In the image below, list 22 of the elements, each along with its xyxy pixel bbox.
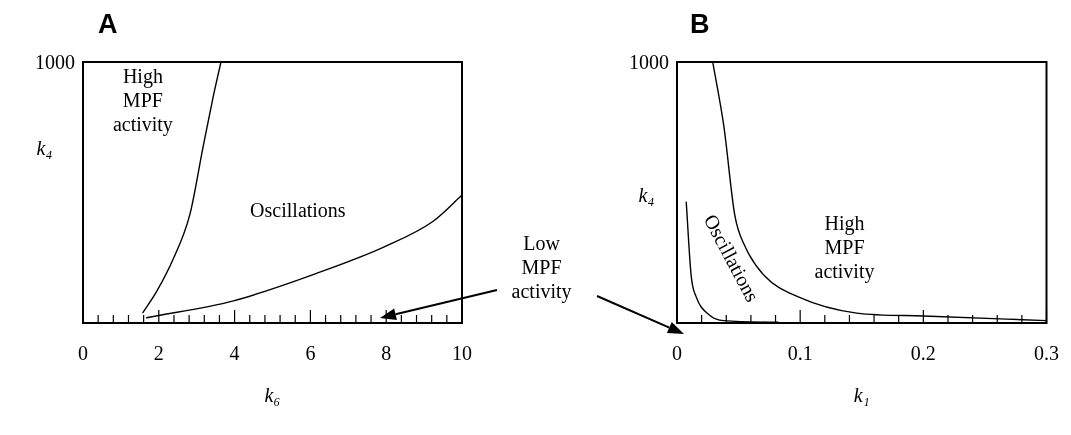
x-axis-title: k₁ — [853, 384, 870, 407]
x-tick-label: 0.1 — [787, 342, 813, 365]
x-tick-label: 0.2 — [910, 342, 936, 365]
x-tick-label: 4 — [229, 342, 240, 365]
chart-title: B — [690, 9, 710, 39]
x-tick-label: 10 — [452, 342, 472, 365]
text: 1000 — [629, 50, 669, 74]
x-tick-label: 0 — [78, 342, 88, 365]
x-tick-label: 0.3 — [1034, 342, 1059, 365]
x-axis-title: k₆ — [264, 384, 281, 407]
annotation: High MPF activity — [111, 64, 174, 137]
annotation: High MPF activity — [813, 210, 876, 283]
x-tick-label: 2 — [153, 342, 164, 365]
y-axis-title: k₄ — [638, 183, 655, 208]
x-tick-label: 0 — [672, 342, 682, 365]
text: Low MPF activity — [510, 230, 573, 303]
text: 1000 — [35, 50, 75, 74]
x-tick-label: 6 — [305, 342, 316, 365]
annotation: Oscillations — [250, 198, 346, 222]
y-axis-title: k₄ — [36, 136, 53, 161]
x-tick-label: 8 — [381, 342, 392, 365]
chart-title: A — [98, 9, 118, 39]
